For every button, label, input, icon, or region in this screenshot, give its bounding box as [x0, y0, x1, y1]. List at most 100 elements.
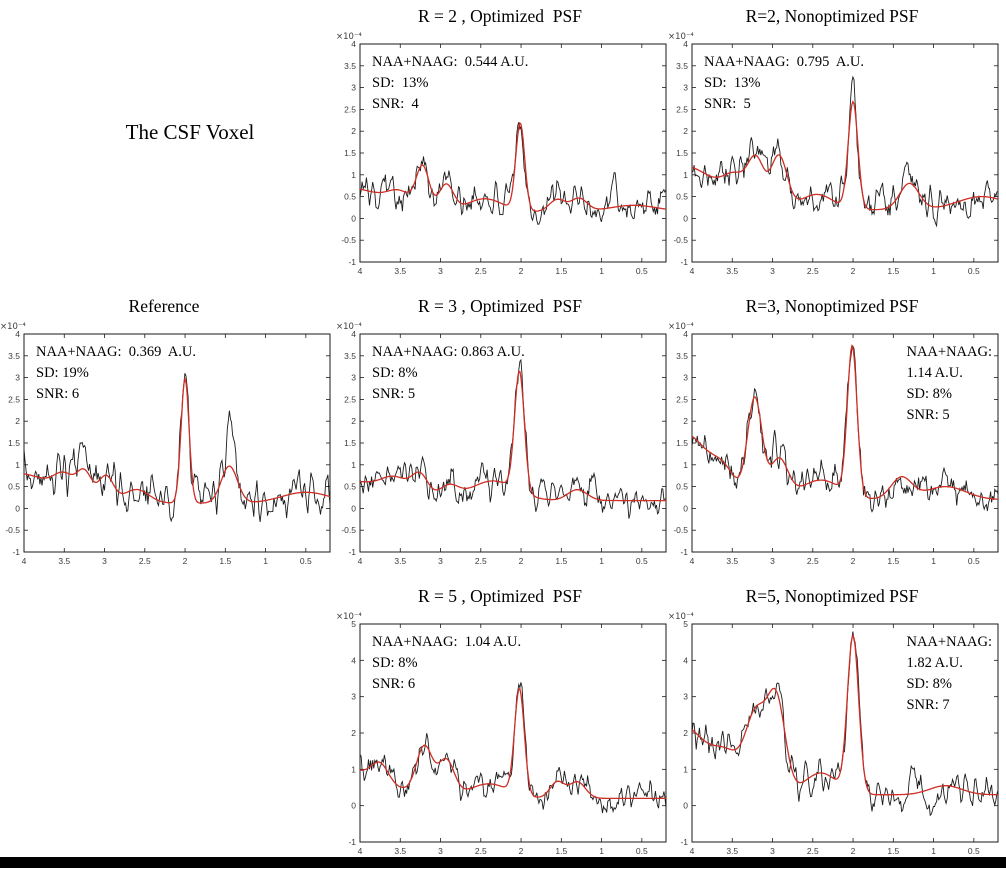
svg-text:0.5: 0.5: [636, 266, 648, 276]
plot-body: 4 3.5 3 2.5 2 1.5 1 0.5 -1 -0.5 0 0.5 1 1.5 2 2.5 3 3.5 4 ×…: [662, 28, 1002, 284]
svg-text:-0.5: -0.5: [673, 525, 688, 535]
svg-text:-0.5: -0.5: [673, 235, 688, 245]
annotation-line: 1.82 A.U.: [906, 655, 963, 671]
svg-text:3.5: 3.5: [726, 846, 738, 856]
plot-title: R=2, Nonoptimized PSF: [745, 6, 919, 26]
svg-text:1.5: 1.5: [219, 556, 231, 566]
svg-text:2: 2: [519, 556, 524, 566]
svg-text:-0.5: -0.5: [5, 525, 20, 535]
svg-text:1.5: 1.5: [887, 846, 899, 856]
svg-text:2.5: 2.5: [475, 846, 487, 856]
svg-text:2.5: 2.5: [8, 394, 20, 404]
svg-text:2.5: 2.5: [475, 266, 487, 276]
svg-text:1: 1: [683, 764, 688, 774]
svg-text:2.5: 2.5: [344, 104, 356, 114]
footer-bar: [0, 857, 1006, 868]
svg-text:2: 2: [351, 126, 356, 136]
plot-title: Reference: [128, 296, 200, 316]
svg-text:2: 2: [683, 728, 688, 738]
svg-text:1: 1: [263, 556, 268, 566]
svg-text:4: 4: [358, 266, 363, 276]
svg-text:3.5: 3.5: [726, 556, 738, 566]
svg-text:0.5: 0.5: [8, 482, 20, 492]
svg-text:2.5: 2.5: [807, 556, 819, 566]
svg-text:1: 1: [599, 556, 604, 566]
svg-text:2: 2: [351, 416, 356, 426]
plot-body: 4 3.5 3 2.5 2 1.5 1 0.5 -1 -0.5 0 0.5 1 1.5 2 2.5 3 3.5 4 ×…: [0, 318, 334, 574]
svg-text:3: 3: [351, 373, 356, 383]
svg-text:0.5: 0.5: [676, 482, 688, 492]
svg-text:1.5: 1.5: [344, 148, 356, 158]
svg-text:3.5: 3.5: [8, 351, 20, 361]
svg-text:2: 2: [683, 126, 688, 136]
svg-text:4: 4: [683, 39, 688, 49]
svg-text:1: 1: [351, 764, 356, 774]
plot-body: 4 3.5 3 2.5 2 1.5 1 0.5 -1 -0.5 0 0.5 1 1.5 2 2.5 3 3.5 4 ×…: [330, 318, 670, 574]
svg-text:0.5: 0.5: [636, 556, 648, 566]
plot-r3-optimized-psf: R = 3 , Optimized PSF 4 3.5 3 2.5 2 1.5 1 0.5 -1…: [330, 294, 670, 574]
svg-text:-1: -1: [348, 837, 356, 847]
svg-text:4: 4: [15, 329, 20, 339]
svg-text:4: 4: [683, 655, 688, 665]
svg-text:×10⁻⁴: ×10⁻⁴: [668, 322, 694, 332]
annotation-line: SD: 8%: [372, 655, 418, 671]
plot-title: R = 3 , Optimized PSF: [418, 296, 582, 316]
svg-text:4: 4: [351, 329, 356, 339]
svg-text:0.5: 0.5: [676, 192, 688, 202]
svg-text:0.5: 0.5: [636, 846, 648, 856]
svg-text:0.5: 0.5: [968, 266, 980, 276]
spectrum-chart: 4 3.5 3 2.5 2 1.5 1 0.5 -1 0 1 2 3 4 5×10⁻⁴: [336, 612, 667, 856]
plot-annotation: NAA+NAAG: 1.14 A.U. SD: 8% SNR: 5: [906, 342, 992, 426]
svg-text:1: 1: [599, 266, 604, 276]
svg-text:×10⁻⁴: ×10⁻⁴: [668, 32, 694, 42]
svg-text:2.5: 2.5: [807, 266, 819, 276]
svg-text:0.5: 0.5: [344, 192, 356, 202]
svg-text:2: 2: [183, 556, 188, 566]
svg-text:×10⁻⁴: ×10⁻⁴: [336, 322, 362, 332]
svg-text:2: 2: [519, 266, 524, 276]
annotation-line: SNR: 5: [704, 96, 751, 112]
annotation-line: NAA+NAAG: 0.544 A.U.: [372, 54, 529, 70]
svg-text:3: 3: [683, 83, 688, 93]
svg-text:3.5: 3.5: [394, 266, 406, 276]
svg-text:1.5: 1.5: [555, 846, 567, 856]
svg-text:3: 3: [438, 556, 443, 566]
plot-reference: Reference 4 3.5 3 2.5 2 1.5 1 0.5 -1 -0.5 0 0.5 1 1.5…: [0, 294, 334, 574]
spectrum-chart: 4 3.5 3 2.5 2 1.5 1 0.5 -1 0 1 2 3 4 5×10⁻⁴: [668, 612, 999, 856]
svg-text:3.5: 3.5: [394, 556, 406, 566]
svg-text:-1: -1: [680, 547, 688, 557]
annotation-line: NAA+NAAG: 0.795 A.U.: [704, 54, 865, 70]
svg-text:3: 3: [683, 373, 688, 383]
svg-text:-1: -1: [12, 547, 20, 557]
svg-text:2: 2: [351, 728, 356, 738]
plot-title: R=5, Nonoptimized PSF: [745, 586, 919, 606]
svg-text:3.5: 3.5: [726, 266, 738, 276]
svg-text:3: 3: [351, 692, 356, 702]
plot-title: R = 5 , Optimized PSF: [418, 586, 582, 606]
svg-text:1: 1: [683, 170, 688, 180]
plot-r3-nonoptimized-psf: R=3, Nonoptimized PSF 4 3.5 3 2.5 2 1.5 1 0.5 -1…: [662, 294, 1002, 574]
annotation-line: SNR: 6: [372, 676, 416, 692]
svg-text:1.5: 1.5: [676, 148, 688, 158]
svg-text:2.5: 2.5: [807, 846, 819, 856]
plot-r5-optimized-psf: R = 5 , Optimized PSF 4 3.5 3 2.5 2 1.5 1 0.5 -1…: [330, 584, 670, 864]
svg-text:0: 0: [683, 213, 688, 223]
svg-text:3: 3: [351, 83, 356, 93]
svg-text:3: 3: [438, 266, 443, 276]
spectrum-chart: 4 3.5 3 2.5 2 1.5 1 0.5-1-0.500.511.522.533.54×…: [668, 322, 999, 566]
annotation-line: SD: 13%: [372, 75, 429, 91]
plot-body: 4 3.5 3 2.5 2 1.5 1 0.5 -1 0 1 2 3 4 5 ×10⁻⁴ NAA+NAAG: …: [330, 608, 670, 864]
plot-body: 4 3.5 3 2.5 2 1.5 1 0.5 -1 0 1 2 3 4 5 ×10⁻⁴ NAA+NAAG: 1…: [662, 608, 1002, 864]
svg-text:3: 3: [770, 556, 775, 566]
svg-text:2: 2: [851, 266, 856, 276]
svg-text:3: 3: [438, 846, 443, 856]
svg-text:2.5: 2.5: [139, 556, 151, 566]
svg-text:0: 0: [683, 801, 688, 811]
svg-text:3.5: 3.5: [344, 61, 356, 71]
svg-text:0.5: 0.5: [300, 556, 312, 566]
annotation-line: SD: 13%: [704, 75, 761, 91]
svg-text:1: 1: [931, 556, 936, 566]
svg-text:2: 2: [683, 416, 688, 426]
annotation-line: SNR: 4: [372, 96, 419, 112]
